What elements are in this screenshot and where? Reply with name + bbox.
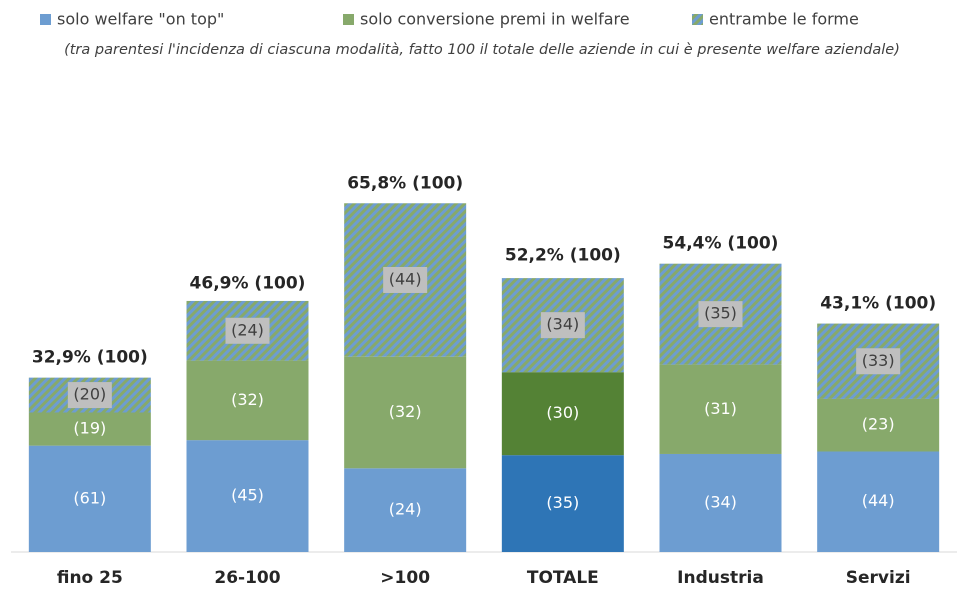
total-label: 46,9% (100) [190,273,306,293]
value-label: (20) [73,385,106,404]
subtitle: (tra parentesi l'incidenza di ciascuna m… [64,42,900,58]
bar-segment [501,455,624,552]
value-label-box [540,312,585,339]
legend-label: entrambe le forme [709,10,859,29]
value-label: (33) [862,351,895,370]
value-label: (30) [546,403,579,422]
bar-segment [28,412,151,446]
bar-segment [344,468,467,552]
value-label: (34) [704,492,737,511]
value-label: (19) [73,419,106,438]
value-label: (61) [73,488,106,507]
legend-swatch [343,14,354,25]
value-label-box [67,382,112,409]
value-label: (44) [389,269,422,288]
x-tick-label: >100 [380,568,430,588]
value-label-box [383,266,428,293]
bar-segment [817,398,940,452]
value-label: (45) [231,486,264,505]
bar-segment [186,360,309,441]
legend-label: solo welfare "on top" [57,10,224,29]
value-label: (23) [862,415,895,434]
x-tick-label: TOTALE [527,568,599,588]
total-label: 32,9% (100) [32,348,148,368]
value-label: (34) [546,315,579,334]
value-label-box [225,317,270,344]
value-label: (32) [231,390,264,409]
value-label: (24) [231,320,264,339]
bar-segment [659,364,782,454]
bar-segment [186,440,309,552]
bar-segment [659,453,782,552]
value-label-box [698,301,743,328]
value-label: (24) [389,500,422,519]
total-label: 43,1% (100) [820,294,936,314]
x-tick-label: Servizi [846,568,911,588]
value-label: (35) [546,493,579,512]
value-label: (44) [862,491,895,510]
bar-segment [501,372,624,456]
bar-segment [817,451,940,552]
value-label-box [856,348,901,375]
total-label: 52,2% (100) [505,245,621,265]
legend-swatch [692,14,703,25]
x-tick-label: Industria [677,568,764,588]
value-label: (31) [704,399,737,418]
x-tick-label: fino 25 [57,568,123,588]
value-label: (32) [389,402,422,421]
total-label: 65,8% (100) [347,173,463,193]
total-label: 54,4% (100) [663,234,779,254]
legend-label: solo conversione premi in welfare [360,10,630,29]
bar-segment [28,445,151,552]
legend-swatch [40,14,51,25]
x-tick-label: 26-100 [214,568,280,588]
value-label: (35) [704,304,737,323]
bar-segment [344,356,467,469]
